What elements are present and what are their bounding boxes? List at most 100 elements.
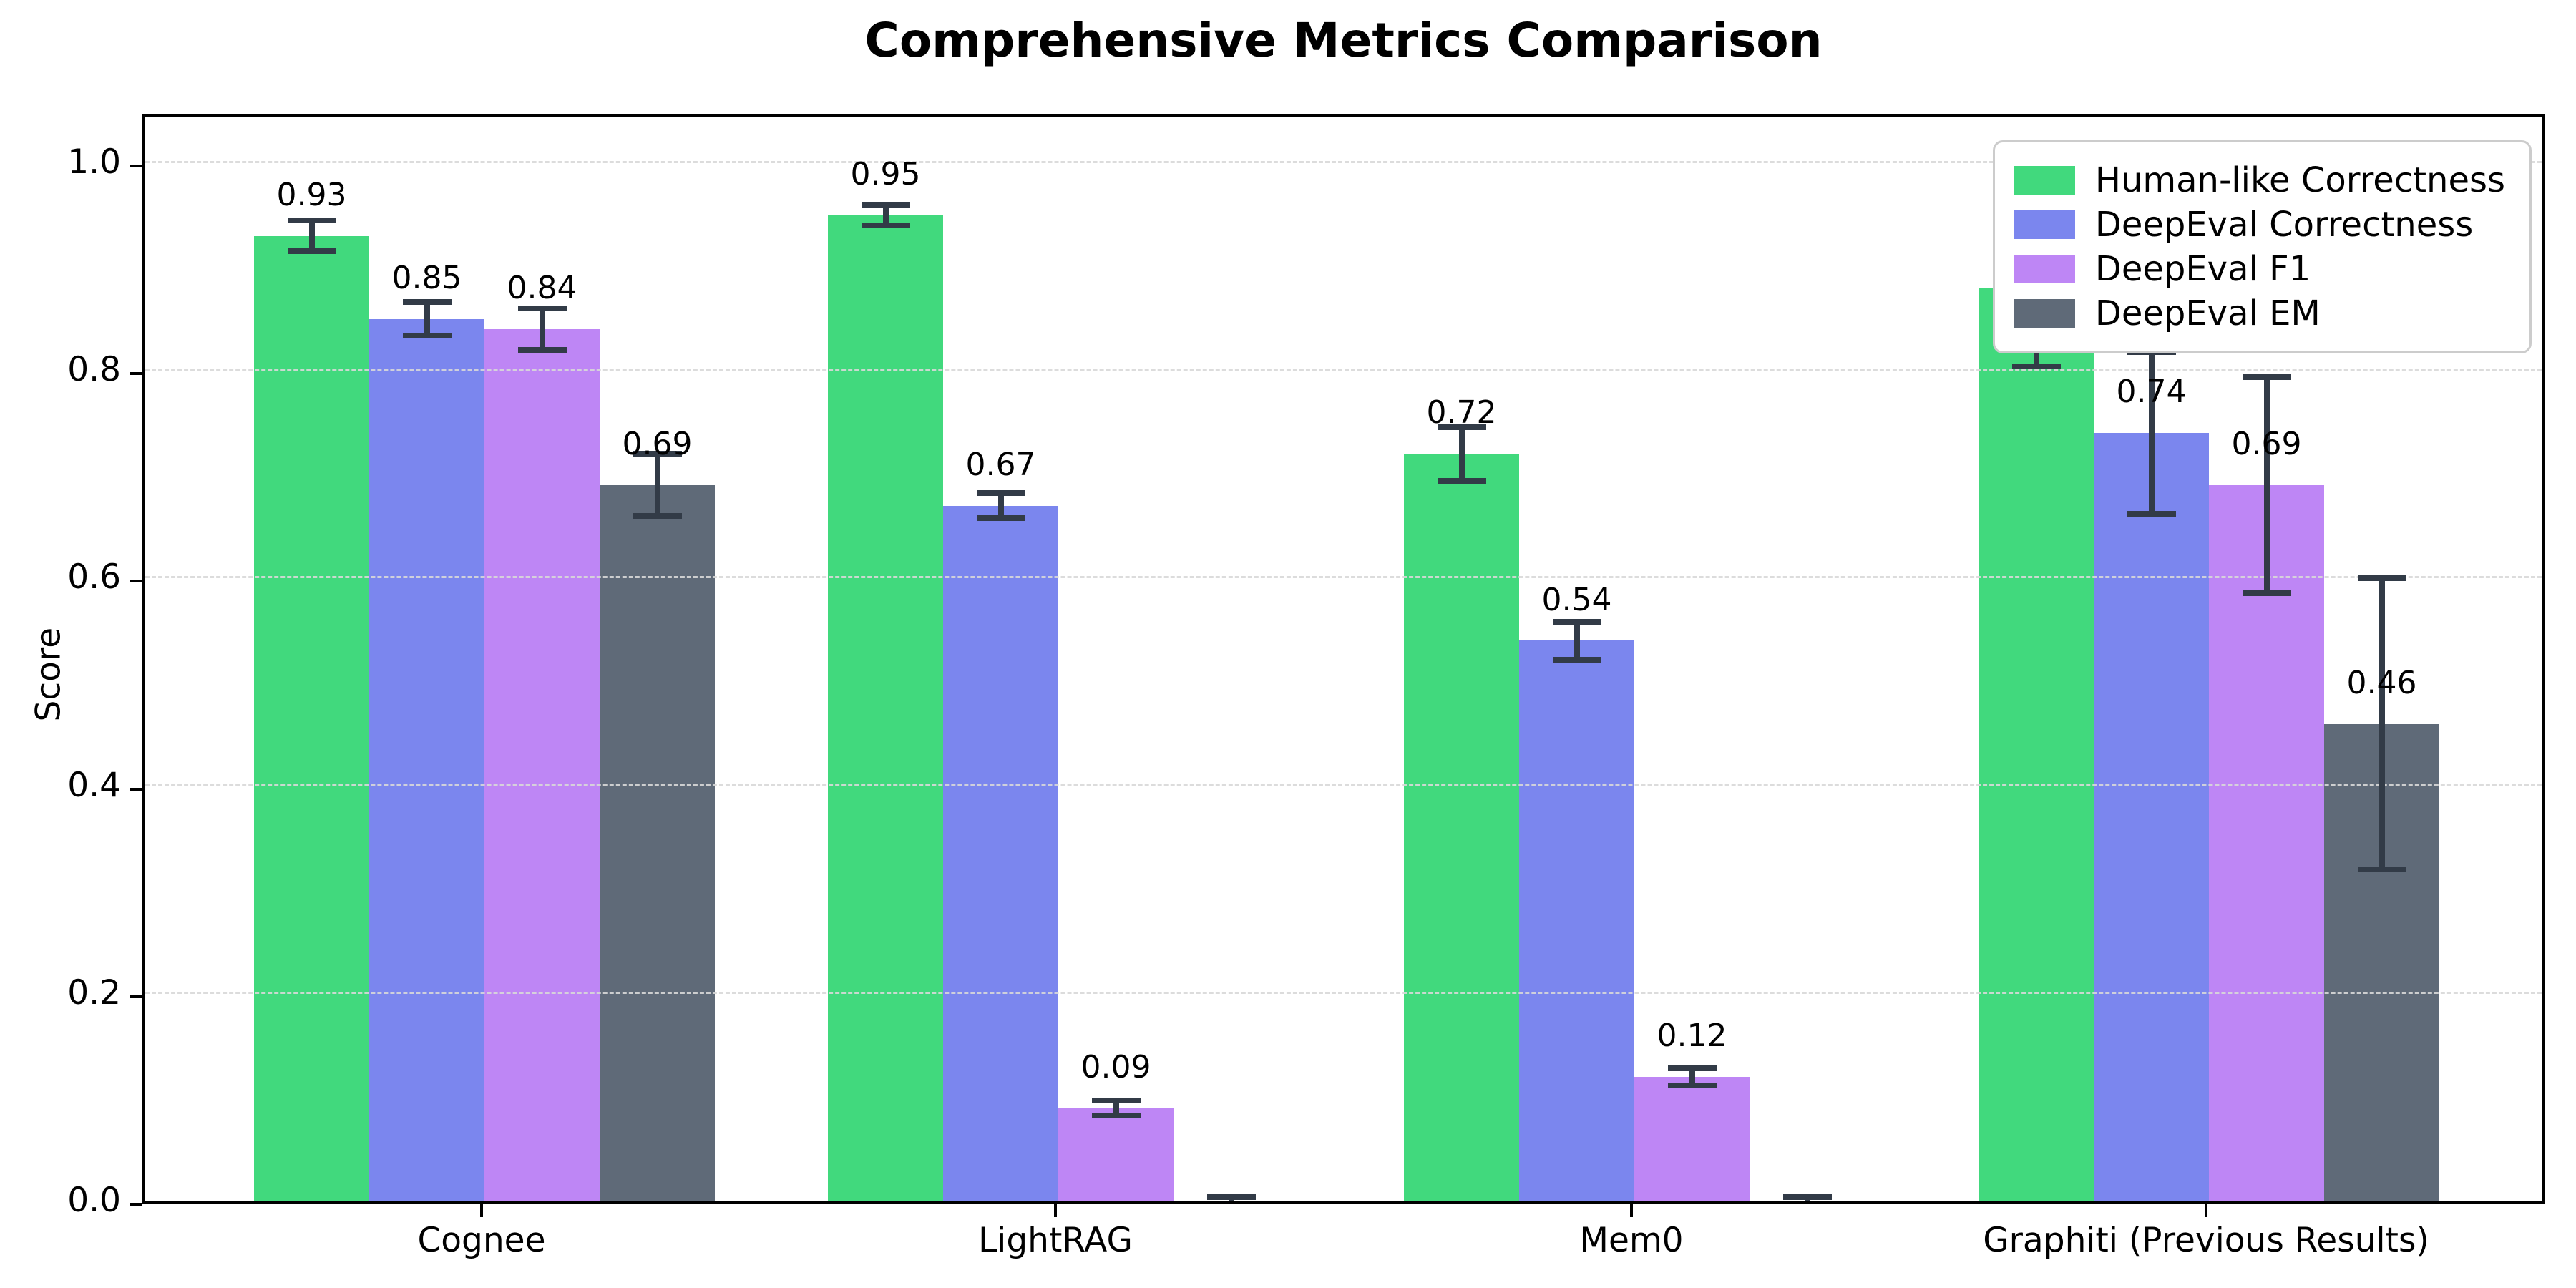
bars-layer: [145, 117, 2542, 1201]
error-bar: [2379, 578, 2385, 869]
error-bar: [1574, 622, 1580, 660]
legend-label: DeepEval F1: [2094, 249, 2311, 289]
error-bar-cap: [1206, 1194, 1256, 1201]
y-tick: [130, 787, 142, 791]
y-axis-label: Score: [29, 627, 69, 722]
error-bar: [1113, 1101, 1119, 1116]
bar-value-label: 0.69: [2231, 425, 2302, 462]
y-tick-label: 0.6: [67, 557, 121, 597]
x-tick: [480, 1204, 483, 1217]
y-tick: [130, 1203, 142, 1206]
y-tick-label: 1.0: [67, 142, 121, 182]
y-tick-label: 0.2: [67, 972, 121, 1013]
bar-value-label: 0.95: [850, 155, 921, 192]
bar-graphiti-1: [1979, 288, 2094, 1201]
x-tick: [1630, 1204, 1633, 1217]
error-bar-cap: [633, 451, 682, 457]
error-bar-cap: [517, 347, 567, 353]
error-bar-cap: [1667, 1065, 1717, 1072]
legend-swatch-icon: [2013, 166, 2075, 195]
bar-value-label: 0.69: [622, 425, 693, 462]
error-bar-cap: [1782, 1194, 1832, 1201]
y-tick-label: 0.8: [67, 350, 121, 390]
legend-label: DeepEval EM: [2094, 293, 2321, 333]
x-category-label: LightRAG: [978, 1221, 1133, 1260]
error-bar-cap: [2357, 866, 2406, 872]
error-bar: [539, 308, 545, 351]
bar-lightrag-2: [943, 505, 1058, 1201]
error-bar-cap: [976, 515, 1025, 522]
bar-cognee-2: [369, 318, 484, 1201]
error-bar-cap: [287, 248, 336, 255]
error-bar-cap: [861, 202, 910, 208]
legend-item: DeepEval Correctness: [2013, 203, 2505, 247]
y-tick: [130, 372, 142, 376]
legend-label: Human-like Correctness: [2094, 160, 2505, 200]
error-bar: [997, 493, 1004, 519]
legend-swatch-icon: [2013, 210, 2075, 239]
bar-value-label: 0.46: [2346, 664, 2417, 701]
legend-label: DeepEval Correctness: [2094, 205, 2474, 245]
bar-value-label: 0.85: [391, 259, 462, 296]
bar-mem0-3: [1634, 1076, 1750, 1201]
error-bar-cap: [517, 306, 567, 312]
error-bar-cap: [1552, 619, 1601, 625]
error-bar-cap: [2242, 374, 2291, 380]
bar-value-label: 0.84: [507, 270, 577, 307]
y-tick-label: 0.4: [67, 765, 121, 805]
legend-swatch-icon: [2013, 255, 2075, 283]
error-bar-cap: [1091, 1112, 1141, 1118]
y-tick: [130, 165, 142, 167]
error-bar: [654, 454, 660, 517]
error-bar-cap: [2357, 575, 2406, 582]
x-category-label: Mem0: [1579, 1221, 1684, 1260]
legend-item: Human-like Correctness: [2013, 158, 2505, 203]
bar-mem0-2: [1519, 640, 1634, 1201]
bar-lightrag-3: [1058, 1108, 1174, 1201]
bar-value-label: 0.72: [1426, 394, 1497, 431]
bar-value-label: 0.67: [965, 446, 1036, 483]
error-bar-cap: [1552, 656, 1601, 663]
x-category-label: Graphiti (Previous Results): [1983, 1221, 2429, 1260]
error-bar: [2148, 352, 2155, 514]
chart-title: Comprehensive Metrics Comparison: [864, 13, 1823, 68]
bar-cognee-4: [600, 484, 715, 1201]
bar-value-label: 0.54: [1541, 581, 1612, 618]
bar-cognee-1: [254, 235, 369, 1201]
y-tick-label: 0.0: [67, 1181, 121, 1220]
bar-value-label: 0.93: [276, 176, 347, 213]
bar-value-label: 0.09: [1080, 1048, 1151, 1085]
error-bar-cap: [633, 513, 682, 519]
error-bar: [308, 220, 315, 252]
plot-area: 0.930.950.720.880.850.670.540.740.840.09…: [142, 114, 2545, 1204]
x-tick: [1054, 1204, 1057, 1217]
error-bar-cap: [1437, 478, 1486, 484]
x-category-label: Cognee: [417, 1221, 546, 1260]
bar-lightrag-1: [828, 215, 943, 1201]
legend-swatch-icon: [2013, 299, 2075, 328]
error-bar-cap: [861, 223, 910, 229]
error-bar: [2263, 376, 2270, 593]
error-bar: [424, 302, 430, 336]
y-tick: [130, 580, 142, 583]
error-bars-layer: [145, 117, 2542, 1201]
legend-item: DeepEval F1: [2013, 247, 2505, 291]
bar-cognee-3: [484, 329, 600, 1201]
error-bar-cap: [402, 332, 452, 338]
y-tick: [130, 995, 142, 998]
x-tick: [2205, 1204, 2207, 1217]
bar-graphiti-2: [2094, 433, 2209, 1201]
error-bar-cap: [1091, 1098, 1141, 1104]
error-bar-cap: [2127, 511, 2176, 517]
error-bar-cap: [1437, 424, 1486, 430]
legend: Human-like Correctness DeepEval Correctne…: [1992, 140, 2532, 353]
bar-value-label: 0.74: [2116, 374, 2187, 411]
error-bar: [1689, 1068, 1695, 1085]
error-bar-cap: [976, 490, 1025, 497]
error-bar-cap: [2011, 364, 2061, 370]
error-bar: [1458, 426, 1465, 482]
error-bar-cap: [1667, 1082, 1717, 1088]
error-bar-cap: [287, 217, 336, 223]
error-bar-cap: [2242, 590, 2291, 596]
